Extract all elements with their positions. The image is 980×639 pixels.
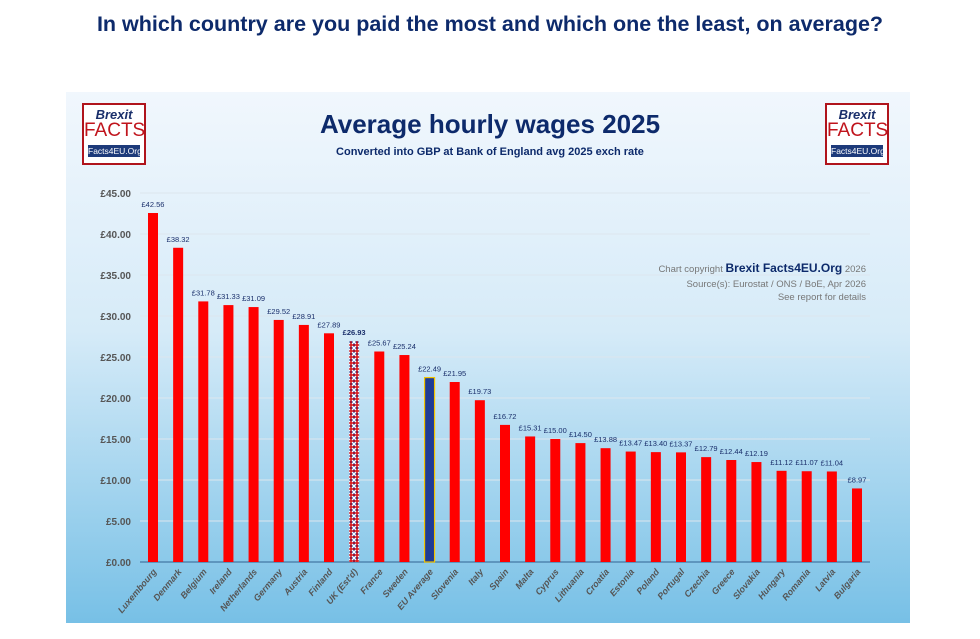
data-label: £22.49: [418, 365, 441, 374]
data-label: £28.91: [292, 312, 315, 321]
bar-lithuania: [575, 443, 586, 562]
logo-left: Brexit FACTS Facts4EU.Org: [82, 103, 146, 165]
data-label: £27.89: [318, 320, 341, 329]
chart-subtitle: Converted into GBP at Bank of England av…: [336, 146, 644, 158]
bar-italy: [474, 400, 485, 562]
data-label: £12.44: [720, 447, 743, 456]
bar-slovakia: [751, 462, 762, 562]
data-label: £42.56: [142, 200, 165, 209]
data-label: £12.19: [745, 449, 768, 458]
data-label: £31.09: [242, 294, 265, 303]
bar-greece: [726, 459, 737, 562]
logo-text: Facts4EU.Org: [88, 145, 142, 157]
bar-finland: [324, 333, 334, 562]
logo-text: FACTS: [827, 120, 889, 141]
data-label: £11.04: [821, 458, 843, 467]
bar-austria: [298, 324, 309, 562]
data-label: £14.50: [569, 430, 592, 439]
y-tick-label: £40.00: [100, 230, 131, 241]
data-label: £38.32: [167, 235, 190, 244]
bar-france: [374, 351, 385, 562]
bar-cyprus: [550, 439, 561, 562]
note-text: See report for details: [778, 292, 866, 303]
bar-slovenia: [449, 382, 460, 562]
y-tick-label: £10.00: [100, 476, 131, 487]
data-label: £13.40: [644, 439, 667, 448]
bar-latvia: [826, 471, 837, 562]
bar-portugal: [676, 452, 686, 562]
bar-luxembourg: [148, 213, 158, 562]
data-label: £19.73: [468, 387, 491, 396]
logo-right: Brexit FACTS Facts4EU.Org: [825, 103, 889, 165]
data-label: £13.47: [619, 439, 642, 448]
bar-romania: [801, 471, 812, 562]
y-tick-label: £25.00: [100, 353, 131, 364]
data-label: £31.33: [217, 292, 240, 301]
data-label: £15.00: [544, 426, 567, 435]
logo-text: Facts4EU.Org: [831, 145, 885, 157]
bar-malta: [525, 436, 536, 562]
bar-sweden: [399, 355, 410, 562]
data-label: £29.52: [267, 307, 290, 316]
data-label: £26.93: [343, 328, 366, 337]
bar-spain: [500, 424, 510, 562]
y-tick-label: £30.00: [100, 312, 131, 323]
logo-text: FACTS: [84, 120, 146, 141]
data-label: £12.79: [695, 444, 718, 453]
y-tick-label: £45.00: [100, 189, 131, 200]
logo-text: Brexit: [838, 107, 876, 122]
data-label: £21.95: [443, 369, 466, 378]
bar-poland: [650, 452, 661, 562]
bar-uk-est-d-: [349, 341, 360, 562]
data-label: £16.72: [494, 412, 517, 421]
data-label: £15.31: [519, 423, 542, 432]
bar-germany: [273, 319, 284, 562]
chart-title: Average hourly wages 2025: [320, 109, 660, 139]
bar-netherlands: [248, 307, 259, 562]
bar-croatia: [600, 448, 611, 562]
y-tick-label: £0.00: [106, 558, 131, 569]
y-tick-label: £35.00: [100, 271, 131, 282]
data-label: £31.78: [192, 288, 215, 297]
y-tick-label: £15.00: [100, 435, 131, 446]
bar-estonia: [625, 451, 636, 562]
y-tick-label: £5.00: [106, 517, 131, 528]
bar-eu-average: [423, 376, 436, 563]
bar-ireland: [223, 305, 234, 562]
data-label: £11.07: [796, 458, 818, 467]
data-label: £25.24: [393, 342, 416, 351]
source-text: Source(s): Eurostat / ONS / BoE, Apr 202…: [686, 279, 866, 290]
data-label: £25.67: [368, 339, 391, 348]
bar-belgium: [198, 301, 209, 562]
bar-czechia: [701, 457, 712, 562]
bar-hungary: [776, 470, 787, 562]
logo-text: Brexit: [95, 107, 133, 122]
bar-bulgaria: [852, 488, 862, 562]
copyright-text: Chart copyright Brexit Facts4EU.Org 2026: [658, 261, 866, 275]
bar-denmark: [173, 247, 184, 562]
data-label: £13.37: [670, 439, 693, 448]
data-label: £13.88: [594, 435, 617, 444]
data-label: £11.12: [770, 458, 792, 467]
y-tick-label: £20.00: [100, 394, 131, 405]
data-label: £8.97: [848, 475, 867, 484]
headline: In which country are you paid the most a…: [96, 12, 884, 36]
